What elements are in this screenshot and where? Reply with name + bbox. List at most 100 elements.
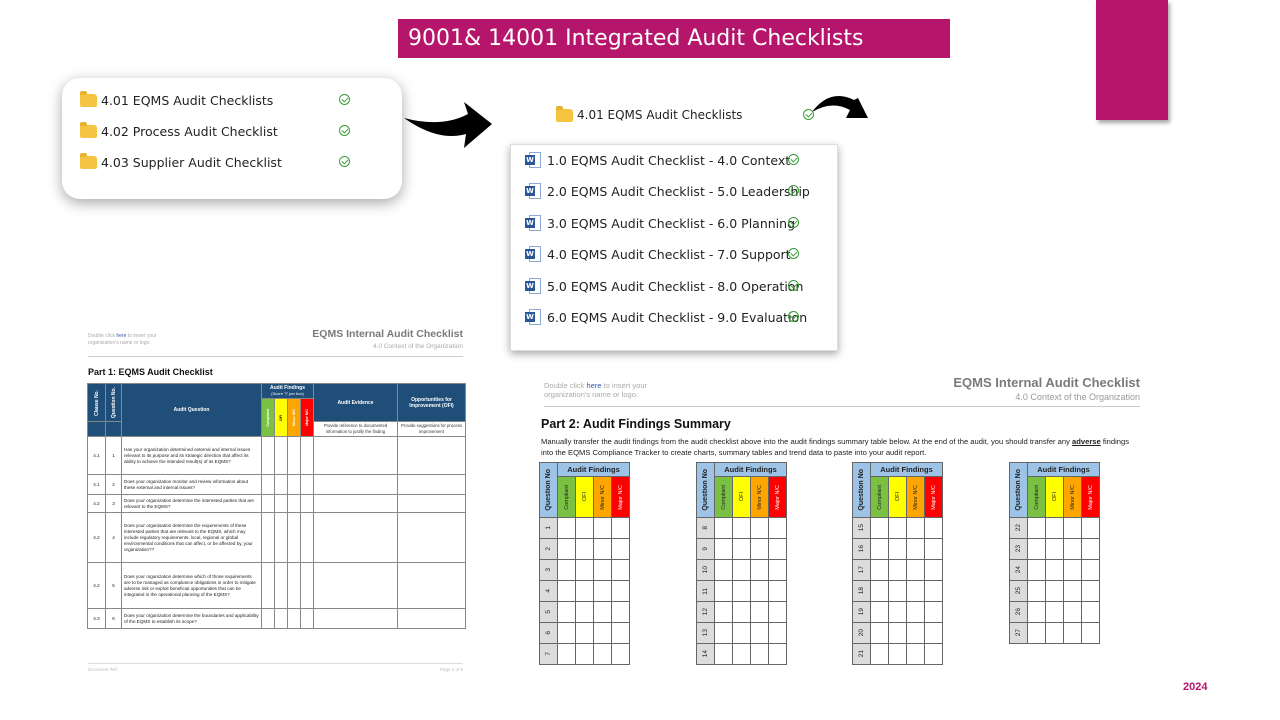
finding-cell[interactable]: [557, 601, 576, 623]
file-item[interactable]: W 5.0 EQMS Audit Checklist - 8.0 Operati…: [525, 276, 825, 296]
finding-cell[interactable]: [1081, 622, 1100, 644]
finding-cell[interactable]: [593, 643, 612, 665]
finding-cell[interactable]: [924, 517, 943, 539]
finding-cell[interactable]: [768, 601, 787, 623]
finding-cell[interactable]: [906, 559, 925, 581]
finding-cell[interactable]: [611, 538, 630, 560]
finding-cell[interactable]: [1027, 538, 1046, 560]
finding-cell[interactable]: [1063, 538, 1082, 560]
finding-cell[interactable]: [714, 622, 733, 644]
finding-cell[interactable]: [575, 622, 594, 644]
finding-cell[interactable]: [611, 517, 630, 539]
finding-cell[interactable]: [1081, 601, 1100, 623]
file-item[interactable]: W 1.0 EQMS Audit Checklist - 4.0 Context: [525, 150, 825, 170]
finding-cell[interactable]: [906, 517, 925, 539]
finding-cell[interactable]: [732, 559, 751, 581]
finding-cell[interactable]: [557, 622, 576, 644]
finding-cell[interactable]: [750, 580, 769, 602]
finding-cell[interactable]: [888, 580, 907, 602]
finding-cell[interactable]: [924, 601, 943, 623]
finding-cell[interactable]: [1045, 559, 1064, 581]
finding-cell[interactable]: [575, 538, 594, 560]
finding-cell[interactable]: [732, 601, 751, 623]
finding-cell[interactable]: [768, 559, 787, 581]
finding-cell[interactable]: [888, 622, 907, 644]
finding-cell[interactable]: [750, 538, 769, 560]
finding-cell[interactable]: [750, 622, 769, 644]
file-item[interactable]: W 6.0 EQMS Audit Checklist - 9.0 Evaluat…: [525, 307, 825, 327]
folder-item[interactable]: 4.01 EQMS Audit Checklists: [80, 90, 370, 110]
finding-cell[interactable]: [906, 538, 925, 560]
finding-cell[interactable]: [870, 580, 889, 602]
finding-cell[interactable]: [888, 643, 907, 665]
finding-cell[interactable]: [924, 559, 943, 581]
finding-cell[interactable]: [1045, 538, 1064, 560]
finding-cell[interactable]: [1081, 538, 1100, 560]
finding-cell[interactable]: [1063, 559, 1082, 581]
finding-cell[interactable]: [906, 601, 925, 623]
insert-logo-link[interactable]: here: [586, 381, 602, 390]
finding-cell[interactable]: [1045, 622, 1064, 644]
finding-cell[interactable]: [575, 559, 594, 581]
finding-cell[interactable]: [924, 622, 943, 644]
finding-cell[interactable]: [557, 559, 576, 581]
finding-cell[interactable]: [870, 643, 889, 665]
finding-cell[interactable]: [888, 601, 907, 623]
finding-cell[interactable]: [870, 559, 889, 581]
file-item[interactable]: W 3.0 EQMS Audit Checklist - 6.0 Plannin…: [525, 213, 825, 233]
finding-cell[interactable]: [611, 622, 630, 644]
finding-cell[interactable]: [1045, 601, 1064, 623]
finding-cell[interactable]: [714, 643, 733, 665]
file-item[interactable]: W 2.0 EQMS Audit Checklist - 5.0 Leaders…: [525, 181, 825, 201]
finding-cell[interactable]: [557, 517, 576, 539]
finding-cell[interactable]: [557, 580, 576, 602]
finding-cell[interactable]: [1027, 601, 1046, 623]
finding-cell[interactable]: [732, 643, 751, 665]
finding-cell[interactable]: [1081, 559, 1100, 581]
finding-cell[interactable]: [732, 517, 751, 539]
finding-cell[interactable]: [768, 538, 787, 560]
finding-cell[interactable]: [575, 517, 594, 539]
finding-cell[interactable]: [906, 622, 925, 644]
finding-cell[interactable]: [593, 559, 612, 581]
finding-cell[interactable]: [714, 538, 733, 560]
finding-cell[interactable]: [611, 559, 630, 581]
finding-cell[interactable]: [732, 538, 751, 560]
finding-cell[interactable]: [593, 601, 612, 623]
finding-cell[interactable]: [750, 643, 769, 665]
finding-cell[interactable]: [750, 601, 769, 623]
finding-cell[interactable]: [593, 580, 612, 602]
finding-cell[interactable]: [750, 517, 769, 539]
finding-cell[interactable]: [870, 601, 889, 623]
finding-cell[interactable]: [1027, 517, 1046, 539]
finding-cell[interactable]: [575, 601, 594, 623]
finding-cell[interactable]: [1045, 580, 1064, 602]
folder-item[interactable]: 4.03 Supplier Audit Checklist: [80, 152, 370, 172]
finding-cell[interactable]: [575, 580, 594, 602]
finding-cell[interactable]: [888, 559, 907, 581]
finding-cell[interactable]: [593, 622, 612, 644]
finding-cell[interactable]: [924, 580, 943, 602]
finding-cell[interactable]: [1081, 517, 1100, 539]
finding-cell[interactable]: [714, 559, 733, 581]
finding-cell[interactable]: [906, 643, 925, 665]
finding-cell[interactable]: [611, 580, 630, 602]
finding-cell[interactable]: [870, 517, 889, 539]
finding-cell[interactable]: [732, 622, 751, 644]
finding-cell[interactable]: [611, 643, 630, 665]
finding-cell[interactable]: [1063, 622, 1082, 644]
finding-cell[interactable]: [768, 517, 787, 539]
finding-cell[interactable]: [768, 622, 787, 644]
finding-cell[interactable]: [1045, 517, 1064, 539]
finding-cell[interactable]: [557, 538, 576, 560]
open-folder-row[interactable]: 4.01 EQMS Audit Checklists: [556, 105, 742, 125]
finding-cell[interactable]: [768, 643, 787, 665]
finding-cell[interactable]: [593, 538, 612, 560]
finding-cell[interactable]: [768, 580, 787, 602]
finding-cell[interactable]: [714, 601, 733, 623]
finding-cell[interactable]: [888, 517, 907, 539]
folder-item[interactable]: 4.02 Process Audit Checklist: [80, 121, 370, 141]
finding-cell[interactable]: [924, 538, 943, 560]
finding-cell[interactable]: [750, 559, 769, 581]
finding-cell[interactable]: [870, 538, 889, 560]
